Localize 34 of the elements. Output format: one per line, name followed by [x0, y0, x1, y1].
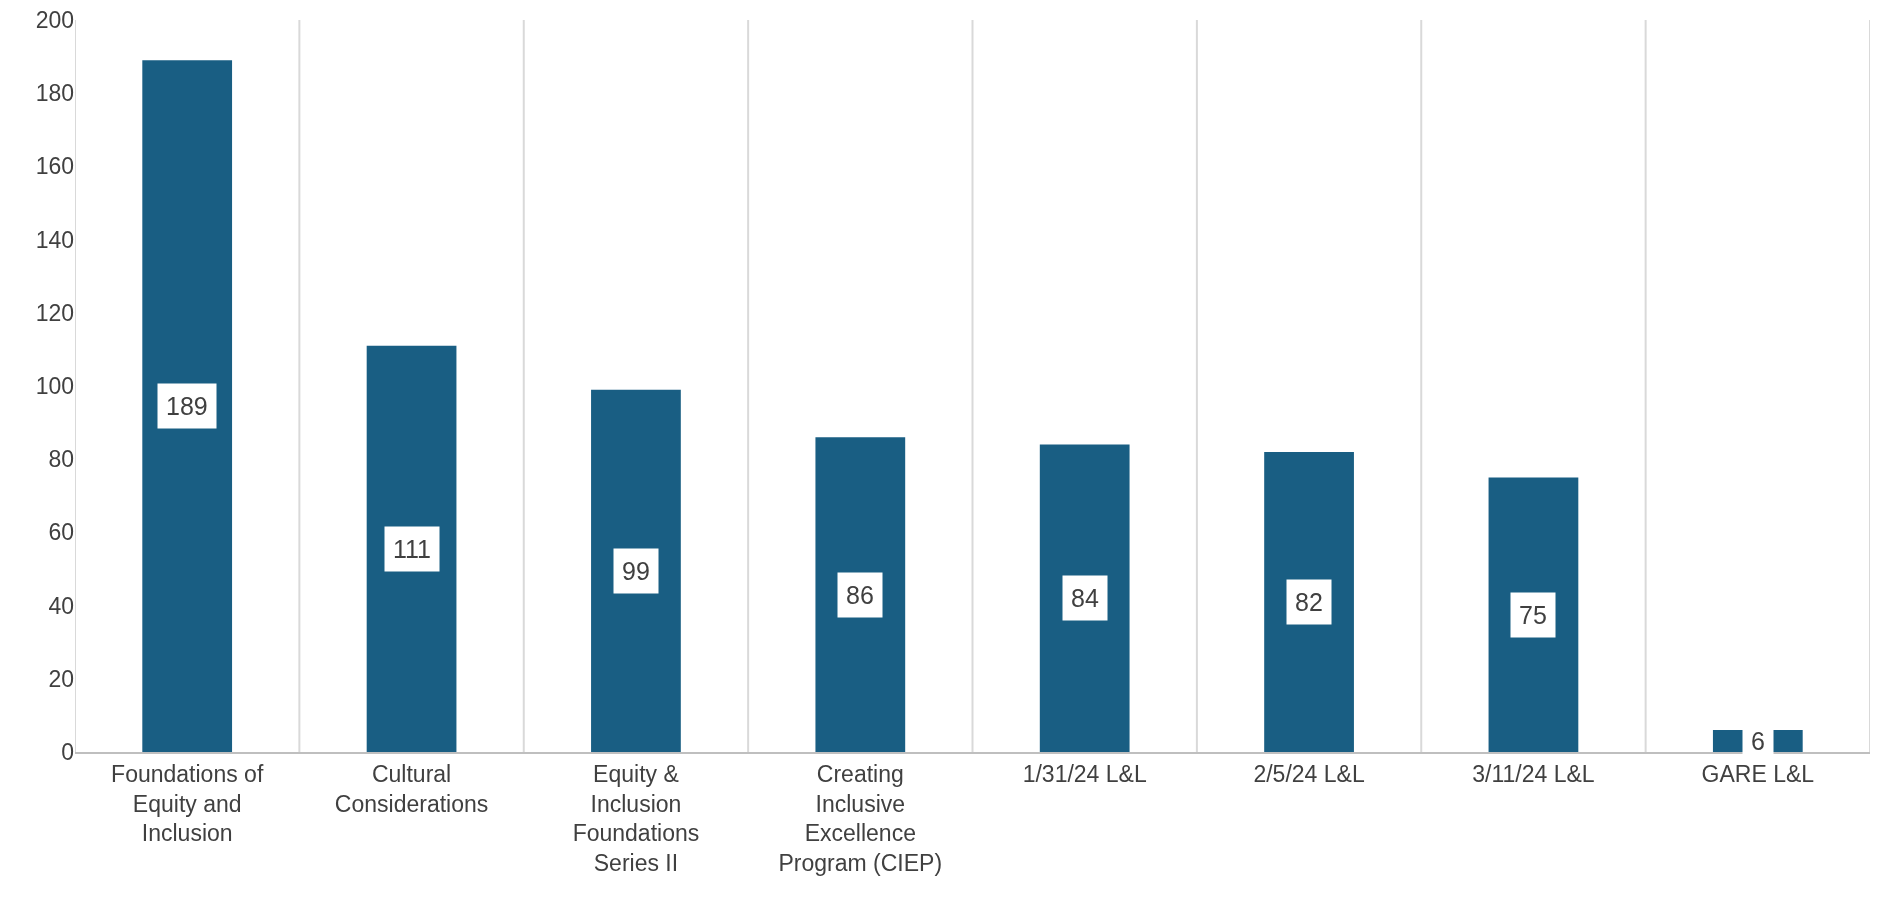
data-label: 84	[1071, 584, 1099, 612]
data-label: 189	[166, 392, 208, 420]
data-label: 75	[1519, 601, 1547, 629]
bar	[366, 345, 457, 752]
bar	[1488, 477, 1579, 752]
data-label: 86	[846, 581, 874, 609]
bar	[1039, 444, 1130, 752]
y-tick-label: 140	[35, 226, 74, 253]
bar	[142, 60, 233, 752]
y-tick-label: 160	[35, 153, 74, 180]
bar	[1264, 451, 1354, 752]
x-tick-label: 2/5/24 L&L	[1253, 760, 1365, 787]
y-tick-label: 100	[35, 373, 74, 400]
y-tick-label: 20	[48, 665, 74, 692]
y-tick-label: 80	[48, 446, 74, 473]
y-tick-label: 120	[35, 299, 74, 326]
bar	[591, 389, 681, 752]
data-label: 111	[393, 535, 432, 563]
y-tick-label: 200	[35, 7, 74, 34]
data-label: 82	[1295, 588, 1323, 616]
y-tick-label: 0	[61, 739, 74, 766]
x-tick-label: Cultural Considerations	[334, 760, 489, 817]
bar	[815, 437, 906, 752]
y-tick-label: 180	[35, 80, 74, 107]
x-tick-label: 3/11/24 L&L	[1472, 760, 1595, 787]
y-tick-label: 40	[48, 592, 74, 619]
y-tick-label: 60	[48, 519, 74, 546]
x-tick-label: Creating Inclusive Excellence Program (CIEP)	[778, 760, 943, 877]
x-tick-label: GARE L&L	[1701, 760, 1815, 787]
data-label: 6	[1751, 727, 1765, 755]
data-label: 99	[622, 557, 650, 585]
x-tick-label: Foundations of Equity and Inclusion	[111, 760, 264, 847]
x-tick-label: 1/31/24 L&L	[1022, 760, 1147, 787]
x-tick-label: Equity & Inclusion Foundations Series II	[572, 760, 700, 877]
